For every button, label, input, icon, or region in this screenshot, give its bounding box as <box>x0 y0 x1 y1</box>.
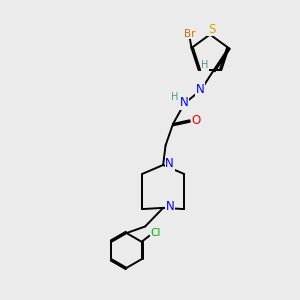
Text: N: N <box>196 82 205 96</box>
Text: Br: Br <box>184 29 196 39</box>
Text: S: S <box>208 22 215 36</box>
Text: O: O <box>191 114 201 127</box>
Text: N: N <box>179 96 188 109</box>
Text: H: H <box>202 60 209 70</box>
Text: N: N <box>165 157 174 170</box>
Text: N: N <box>166 200 174 213</box>
Text: H: H <box>171 92 178 102</box>
Text: Cl: Cl <box>151 228 161 239</box>
